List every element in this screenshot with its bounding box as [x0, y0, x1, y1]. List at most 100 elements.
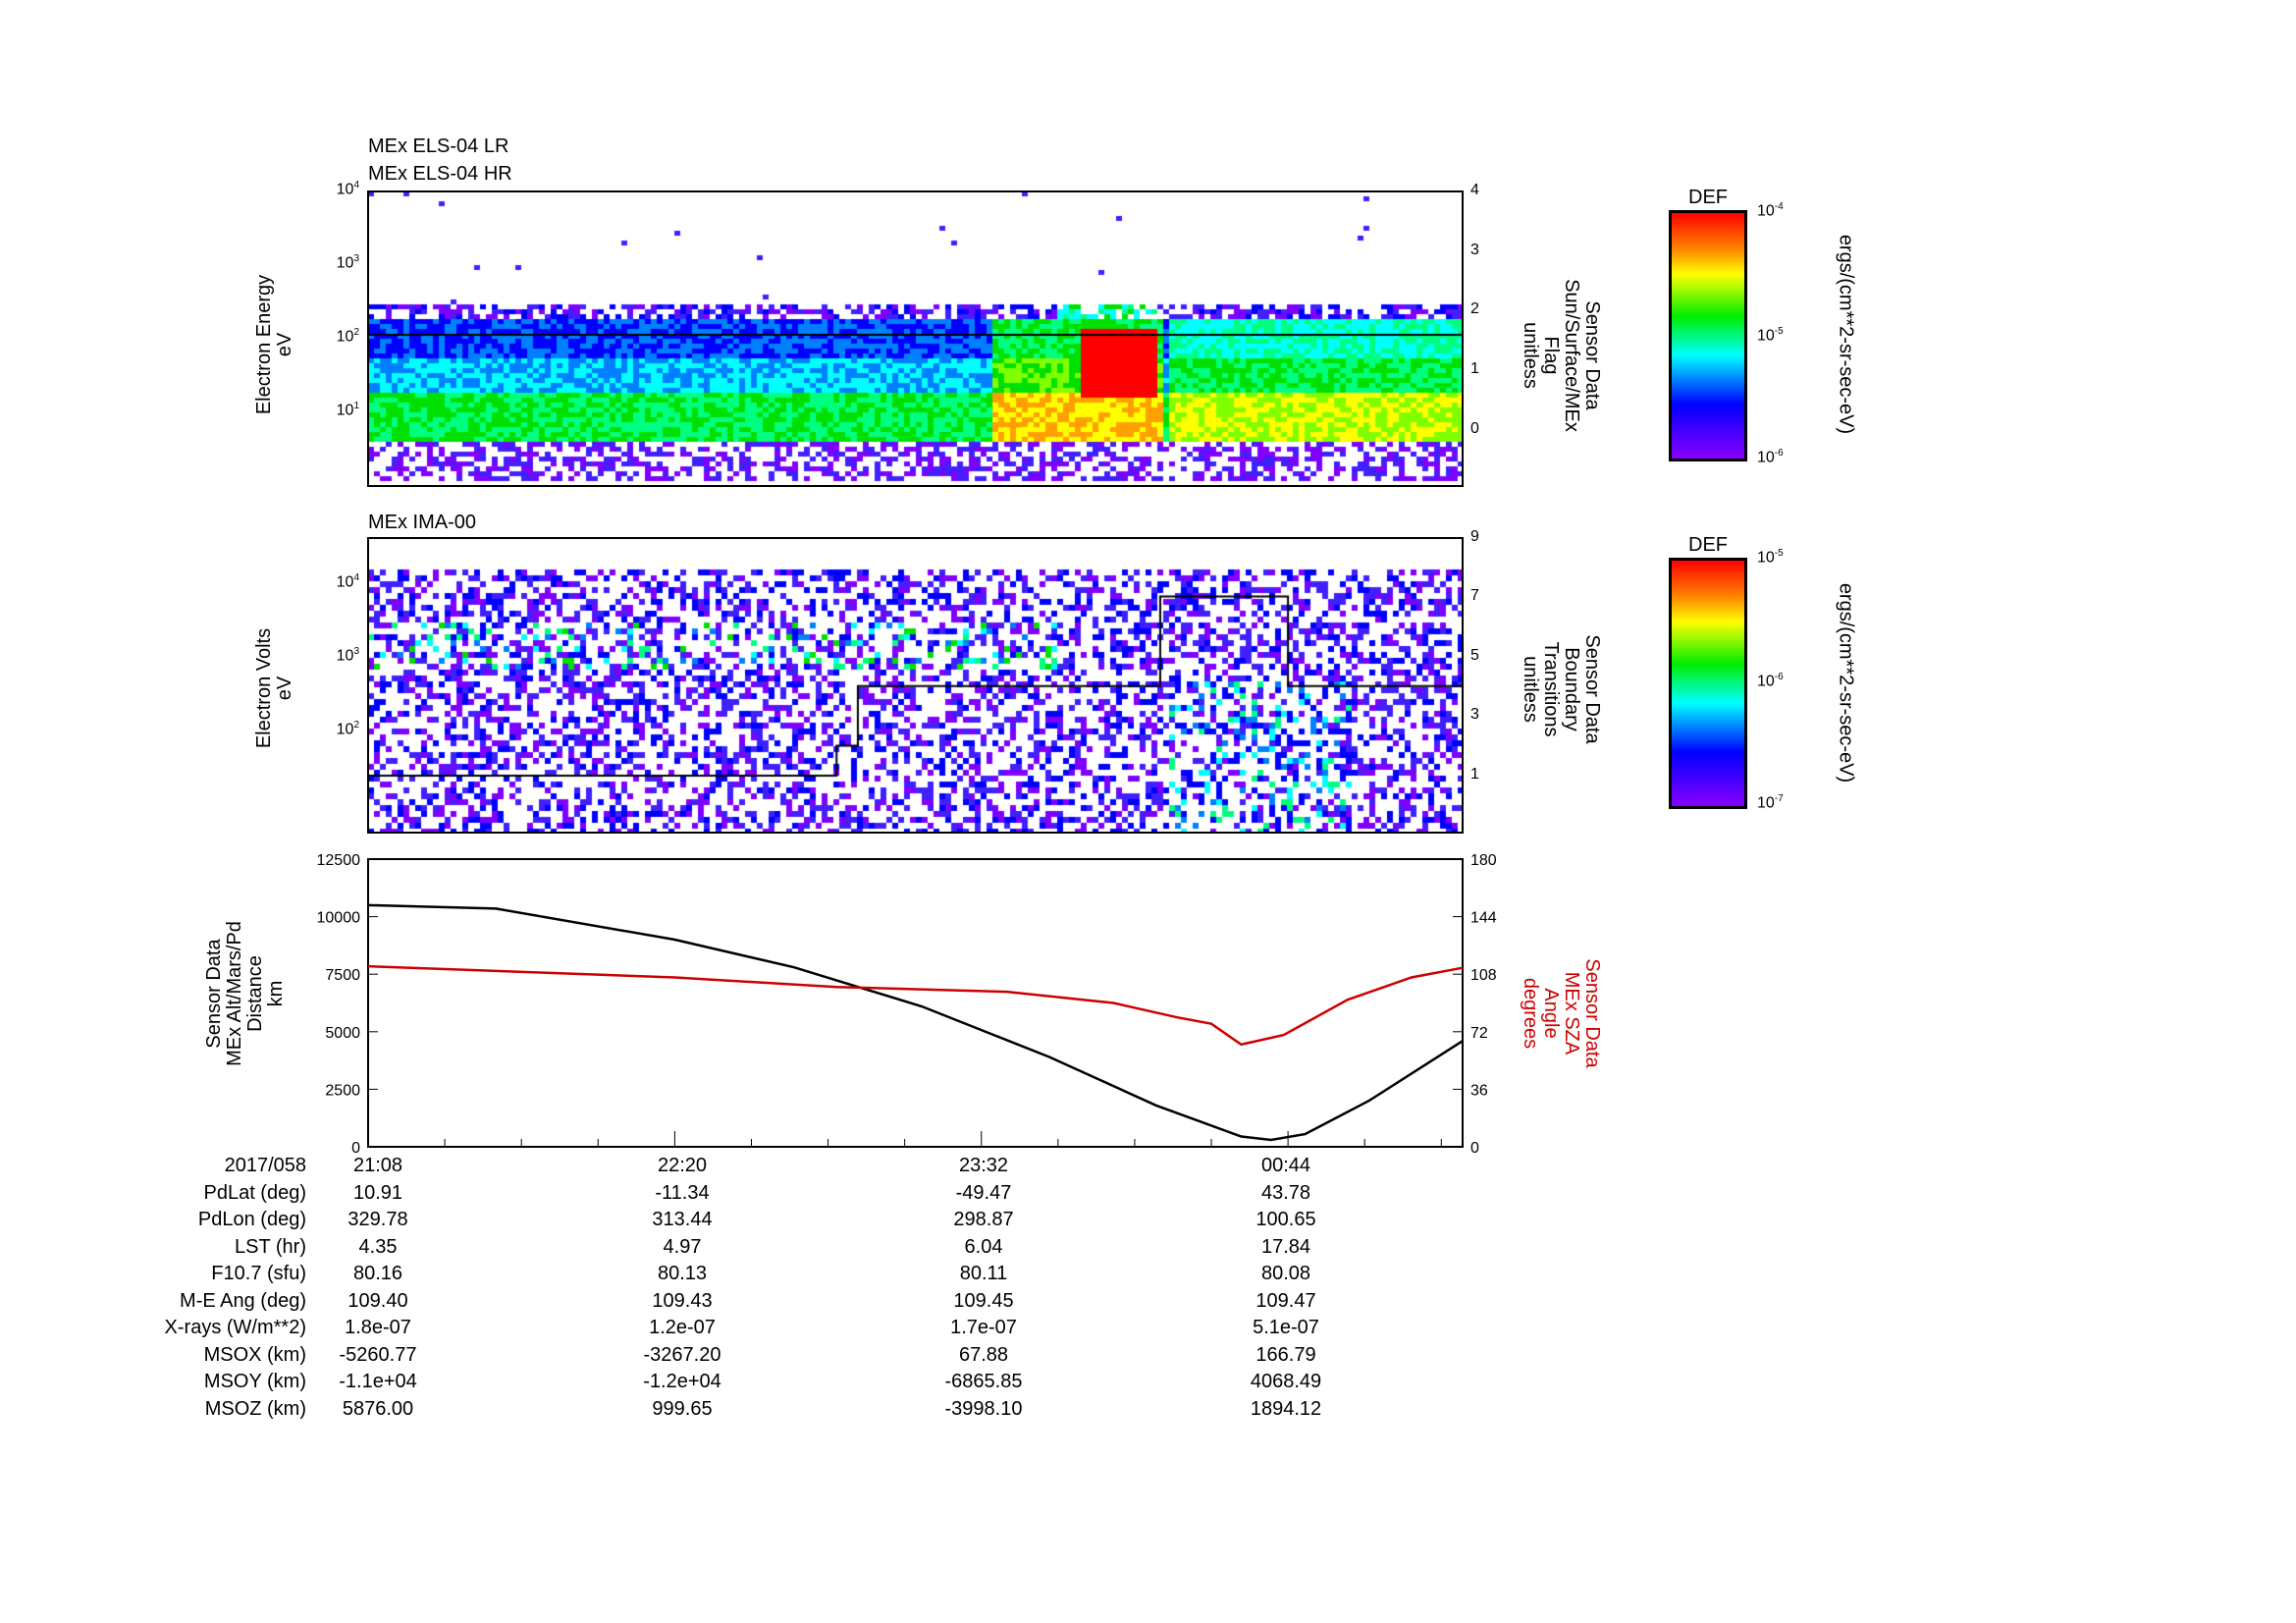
- colorbar1-tick: 10-5: [1757, 326, 1784, 345]
- table-cell: 4.97: [663, 1235, 702, 1258]
- y-tick-label-right: 3: [1470, 242, 1479, 258]
- panel3-ylabel: Sensor Data MEx Alt/Mars/Pd Distance km: [203, 921, 287, 1066]
- y-tick-label: 2500: [325, 1082, 360, 1099]
- colorbar2-unit: ergs/(cm**2-sr-sec-eV): [1835, 582, 1857, 784]
- y-tick-label: 0: [351, 1140, 360, 1157]
- table-cell: 999.65: [652, 1397, 713, 1420]
- table-cell: 1.7e-07: [950, 1317, 1017, 1338]
- y-tick-label-right: 72: [1470, 1025, 1488, 1042]
- y-tick-label: 104: [336, 180, 359, 198]
- table-row-label: MSOY (km): [203, 1371, 306, 1392]
- colorbar2-tick: 10-5: [1757, 548, 1784, 567]
- table-cell: -6865.85: [944, 1371, 1023, 1392]
- y-tick-label-right: 0: [1470, 1140, 1479, 1157]
- panel1-ylabel: Electron Energy eV: [253, 274, 295, 415]
- table-cell: 4.35: [358, 1235, 398, 1258]
- y-tick-label-right: 2: [1470, 300, 1479, 317]
- table-cell: 22:20: [657, 1155, 708, 1176]
- panel2-title: MEx IMA-00: [368, 512, 477, 533]
- y-tick-label-right: 4: [1470, 182, 1479, 198]
- table-cell: 109.45: [953, 1289, 1014, 1312]
- colorbar1-title: DEF: [1688, 187, 1728, 208]
- panel1-ylabel-right: Sensor Data Sun/Surface/MEx Flag unitless: [1520, 279, 1603, 432]
- y-tick-label: 103: [336, 646, 359, 665]
- y-tick-label: 103: [336, 253, 359, 272]
- table-row-label: PdLat (deg): [203, 1181, 306, 1204]
- table-row-label: MSOZ (km): [204, 1397, 306, 1420]
- table-cell: 23:32: [958, 1155, 1009, 1176]
- ima-spectrogram: [368, 538, 1463, 833]
- table-cell: 5.1e-07: [1253, 1317, 1319, 1338]
- table-row-label: PdLon (deg): [197, 1209, 306, 1230]
- table-cell: 6.04: [964, 1235, 1003, 1258]
- panel1-title-hr: MEx ELS-04 HR: [368, 163, 512, 185]
- table-row-label: X-rays (W/m**2): [164, 1317, 306, 1338]
- y-tick-label-right: 7: [1470, 587, 1479, 604]
- table-cell: 298.87: [953, 1209, 1014, 1230]
- table-cell: 100.65: [1255, 1209, 1316, 1230]
- colorbar2-title: DEF: [1688, 534, 1728, 556]
- table-cell: 1.2e-07: [649, 1317, 716, 1338]
- colorbar2-tick: 10-6: [1757, 672, 1784, 690]
- y-tick-label-right: 0: [1470, 420, 1479, 437]
- table-cell: 329.78: [347, 1209, 408, 1230]
- y-tick-label-right: 144: [1470, 910, 1497, 927]
- y-tick-label-right: 9: [1470, 528, 1479, 545]
- y-tick-label: 104: [336, 572, 359, 591]
- colorbar1-tick: 10-6: [1757, 448, 1784, 466]
- els-spectrogram: [368, 191, 1463, 486]
- table-cell: -11.34: [655, 1181, 710, 1204]
- colorbar1-tick: 10-4: [1757, 201, 1784, 220]
- table-cell: 80.08: [1260, 1263, 1311, 1284]
- distance-sza-chart: 0 2500 5000 7500 10000 12500 0 36 72 108 144 180: [317, 852, 1497, 1157]
- y-tick-label-right: 36: [1470, 1082, 1488, 1099]
- table-cell: 00:44: [1260, 1155, 1311, 1176]
- table-cell: 1894.12: [1250, 1397, 1322, 1420]
- y-tick-label: 7500: [325, 967, 360, 984]
- y-tick-label: 5000: [325, 1025, 360, 1042]
- table-row-label: MSOX (km): [203, 1343, 306, 1366]
- colorbar1: [1669, 210, 1747, 461]
- table-cell: 21:08: [352, 1155, 403, 1176]
- colorbar2: [1669, 558, 1747, 809]
- table-cell: 17.84: [1260, 1235, 1311, 1258]
- colorbar2-tick: 10-7: [1757, 793, 1784, 812]
- y-tick-label-right: 1: [1470, 360, 1479, 377]
- table-cell: 43.78: [1260, 1181, 1311, 1204]
- y-tick-label-right: 180: [1470, 852, 1497, 869]
- y-tick-label: 102: [336, 720, 359, 738]
- table-cell: 67.88: [958, 1343, 1009, 1366]
- table-cell: 80.11: [959, 1263, 1008, 1284]
- table-cell: 5876.00: [342, 1397, 414, 1420]
- panel2-frame: [367, 537, 1464, 834]
- table-cell: 166.79: [1255, 1343, 1316, 1366]
- y-tick-label-right: 1: [1470, 766, 1479, 783]
- table-row-label: M-E Ang (deg): [180, 1289, 306, 1312]
- panel2-ylabel: Electron Volts eV: [253, 627, 295, 749]
- colorbar1-unit: ergs/(cm**2-sr-sec-eV): [1835, 234, 1857, 435]
- panel1-title-lr: MEx ELS-04 LR: [368, 135, 509, 157]
- y-tick-label-right: 108: [1470, 967, 1497, 984]
- table-cell: -1.1e+04: [339, 1371, 417, 1392]
- series-line-distance: [367, 903, 1464, 1142]
- table-cell: 1.8e-07: [345, 1317, 411, 1338]
- y-tick-label: 101: [336, 401, 359, 419]
- panel1-frame: [367, 190, 1464, 487]
- table-cell: 80.16: [352, 1263, 403, 1284]
- table-cell: 313.44: [652, 1209, 713, 1230]
- plot-frame: [367, 858, 1464, 1148]
- table-row-label: F10.7 (sfu): [211, 1263, 306, 1284]
- table-cell: 109.43: [652, 1289, 713, 1312]
- table-cell: -3998.10: [944, 1397, 1023, 1420]
- panel2-ylabel-right: Sensor Data Boundary Transitions unitless: [1520, 634, 1603, 744]
- table-cell: -49.47: [955, 1181, 1012, 1204]
- table-row-label: LST (hr): [235, 1235, 306, 1258]
- y-tick-label: 102: [336, 327, 359, 346]
- table-row-label: 2017/058: [224, 1155, 306, 1176]
- table-cell: 80.13: [657, 1263, 708, 1284]
- y-tick-label-right: 5: [1470, 647, 1479, 664]
- table-cell: 109.47: [1255, 1289, 1316, 1312]
- table-cell: 109.40: [347, 1289, 408, 1312]
- y-tick-label-right: 3: [1470, 706, 1479, 723]
